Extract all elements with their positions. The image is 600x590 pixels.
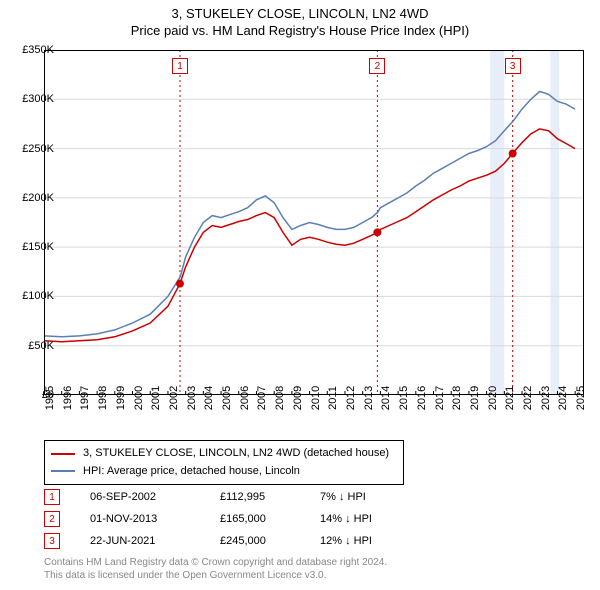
x-tick-label: 2004 bbox=[203, 386, 215, 410]
x-tick-label: 2000 bbox=[133, 386, 145, 410]
title-block: 3, STUKELEY CLOSE, LINCOLN, LN2 4WD Pric… bbox=[0, 0, 600, 38]
x-tick-label: 2012 bbox=[345, 386, 357, 410]
y-tick-label: £300K bbox=[22, 93, 54, 105]
sale-diff: 14% ↓ HPI bbox=[320, 513, 420, 525]
legend-label: 3, STUKELEY CLOSE, LINCOLN, LN2 4WD (det… bbox=[83, 445, 389, 463]
recession-band bbox=[490, 50, 504, 395]
sale-marker-dot bbox=[373, 228, 381, 236]
x-tick-label: 2010 bbox=[310, 386, 322, 410]
x-tick-label: 2022 bbox=[522, 386, 534, 410]
sale-row-badge: 3 bbox=[44, 533, 60, 549]
y-tick-label: £150K bbox=[22, 241, 54, 253]
y-tick-label: £250K bbox=[22, 143, 54, 155]
x-tick-label: 2013 bbox=[363, 386, 375, 410]
x-tick-label: 2019 bbox=[469, 386, 481, 410]
chart-container: 3, STUKELEY CLOSE, LINCOLN, LN2 4WD Pric… bbox=[0, 0, 600, 590]
x-tick-label: 2021 bbox=[504, 386, 516, 410]
sale-marker-badge: 1 bbox=[172, 58, 188, 74]
x-tick-label: 2009 bbox=[292, 386, 304, 410]
sale-date: 22-JUN-2021 bbox=[90, 535, 220, 547]
legend: 3, STUKELEY CLOSE, LINCOLN, LN2 4WD (det… bbox=[44, 440, 404, 485]
sale-row-badge: 1 bbox=[44, 489, 60, 505]
sale-price: £112,995 bbox=[220, 491, 320, 503]
x-tick-label: 2001 bbox=[150, 386, 162, 410]
sale-marker-dot bbox=[509, 150, 517, 158]
x-tick-label: 2015 bbox=[398, 386, 410, 410]
line-chart bbox=[44, 50, 584, 395]
sale-row: 3 22-JUN-2021£245,00012% ↓ HPI bbox=[44, 530, 420, 552]
sale-marker-dot bbox=[176, 280, 184, 288]
x-tick-label: 2014 bbox=[380, 386, 392, 410]
legend-item: 3, STUKELEY CLOSE, LINCOLN, LN2 4WD (det… bbox=[51, 445, 397, 463]
sale-diff: 12% ↓ HPI bbox=[320, 535, 420, 547]
sale-date: 06-SEP-2002 bbox=[90, 491, 220, 503]
sale-row: 2 01-NOV-2013£165,00014% ↓ HPI bbox=[44, 508, 420, 530]
legend-swatch bbox=[51, 470, 75, 472]
x-tick-label: 2003 bbox=[186, 386, 198, 410]
sale-marker-badge: 2 bbox=[369, 58, 385, 74]
x-tick-label: 1998 bbox=[97, 386, 109, 410]
x-tick-label: 2002 bbox=[168, 386, 180, 410]
x-tick-label: 2011 bbox=[327, 386, 339, 410]
x-tick-label: 2023 bbox=[540, 386, 552, 410]
legend-label: HPI: Average price, detached house, Linc… bbox=[83, 463, 300, 481]
x-tick-label: 2008 bbox=[274, 386, 286, 410]
x-tick-label: 2025 bbox=[575, 386, 587, 410]
legend-swatch bbox=[51, 453, 75, 455]
x-tick-label: 2024 bbox=[557, 386, 569, 410]
x-tick-label: 1995 bbox=[44, 386, 56, 410]
sales-table: 1 06-SEP-2002£112,9957% ↓ HPI 2 01-NOV-2013… bbox=[44, 486, 420, 552]
x-tick-label: 2005 bbox=[221, 386, 233, 410]
y-tick-label: £100K bbox=[22, 290, 54, 302]
sale-diff: 7% ↓ HPI bbox=[320, 491, 420, 503]
sale-row-badge: 2 bbox=[44, 511, 60, 527]
sale-date: 01-NOV-2013 bbox=[90, 513, 220, 525]
x-tick-label: 2016 bbox=[416, 386, 428, 410]
x-tick-label: 1999 bbox=[115, 386, 127, 410]
sale-marker-badge: 3 bbox=[505, 58, 521, 74]
x-tick-label: 2006 bbox=[239, 386, 251, 410]
footer-line1: Contains HM Land Registry data © Crown c… bbox=[44, 556, 387, 569]
sale-price: £165,000 bbox=[220, 513, 320, 525]
legend-item: HPI: Average price, detached house, Linc… bbox=[51, 463, 397, 481]
y-tick-label: £200K bbox=[22, 192, 54, 204]
x-tick-label: 1997 bbox=[79, 386, 91, 410]
footer-attribution: Contains HM Land Registry data © Crown c… bbox=[44, 556, 387, 582]
sale-row: 1 06-SEP-2002£112,9957% ↓ HPI bbox=[44, 486, 420, 508]
chart-subtitle: Price paid vs. HM Land Registry's House … bbox=[0, 23, 600, 38]
sale-price: £245,000 bbox=[220, 535, 320, 547]
x-tick-label: 1996 bbox=[62, 386, 74, 410]
x-tick-label: 2007 bbox=[256, 386, 268, 410]
y-tick-label: £50K bbox=[28, 340, 54, 352]
chart-title-address: 3, STUKELEY CLOSE, LINCOLN, LN2 4WD bbox=[0, 6, 600, 21]
x-tick-label: 2017 bbox=[434, 386, 446, 410]
x-tick-label: 2020 bbox=[487, 386, 499, 410]
x-tick-label: 2018 bbox=[451, 386, 463, 410]
footer-line2: This data is licensed under the Open Gov… bbox=[44, 569, 387, 582]
y-tick-label: £350K bbox=[22, 44, 54, 56]
